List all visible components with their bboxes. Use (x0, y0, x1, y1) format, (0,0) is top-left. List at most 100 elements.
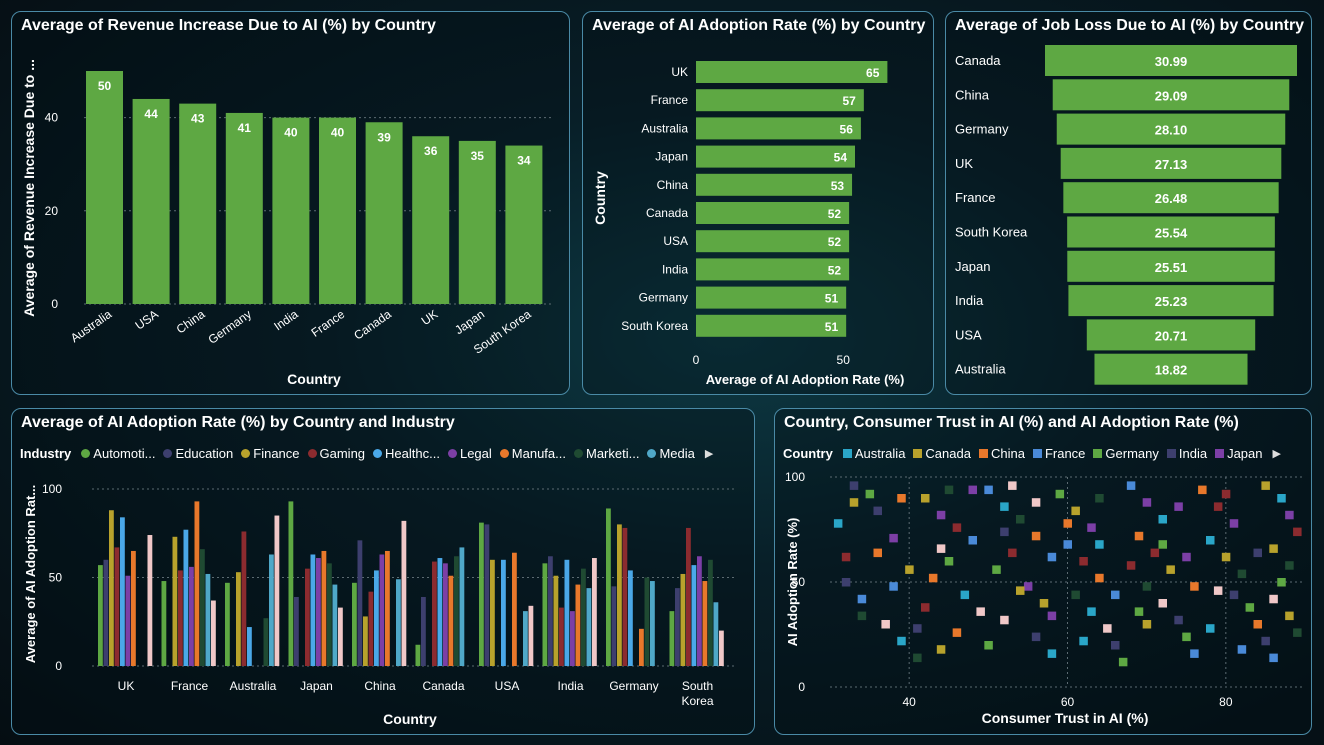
legend-item[interactable]: Education (163, 446, 233, 461)
data-label: 29.09 (1155, 88, 1188, 103)
scatter-point (913, 624, 922, 633)
scatter-point (1079, 636, 1088, 646)
bar (523, 611, 528, 666)
scatter-point (841, 552, 851, 562)
x-tick-label: India (271, 307, 301, 334)
funnel-bar (1067, 216, 1275, 248)
legend-swatch (307, 449, 317, 458)
bar (575, 584, 581, 666)
data-label: 57 (842, 94, 856, 108)
bar (172, 536, 178, 666)
bar (319, 117, 356, 304)
legend-swatch (647, 449, 657, 458)
scatter-point (1008, 548, 1017, 558)
scatter-point (1269, 594, 1278, 604)
bar (379, 554, 385, 666)
scatter-point (889, 582, 898, 591)
data-label: 43 (191, 112, 205, 126)
data-label: 52 (828, 207, 842, 221)
legend-item[interactable]: Media (647, 446, 695, 461)
bar (437, 558, 443, 666)
bar (696, 230, 850, 253)
scatter-point (1000, 615, 1009, 625)
bar (316, 558, 321, 666)
scatter-point (1031, 531, 1041, 541)
legend-item[interactable]: Automoti... (81, 446, 155, 461)
legend-item[interactable]: Germany (1093, 446, 1159, 461)
bar (421, 596, 426, 666)
legend-item[interactable]: Finance (241, 446, 300, 461)
legend-swatch (373, 449, 383, 458)
bar (236, 572, 241, 666)
scatter-point (1221, 489, 1231, 499)
scatter-point (921, 494, 930, 503)
legend-item[interactable]: Healthc... (373, 446, 440, 461)
scatter-point (952, 523, 962, 532)
bar (179, 103, 217, 305)
legend-item[interactable]: China (978, 446, 1025, 461)
scatter-point (1293, 628, 1302, 637)
x-tick-label: UK (118, 679, 135, 693)
legend-item[interactable]: France (1032, 446, 1085, 461)
category-label: France (955, 190, 995, 205)
data-label: 51 (825, 292, 839, 306)
country-legend-title: Country (783, 446, 833, 461)
legend-item[interactable]: Canada (913, 446, 971, 461)
legend-item[interactable]: Legal (447, 446, 492, 461)
y-tick-label: 100 (785, 470, 805, 484)
legend-swatch (573, 449, 583, 458)
data-label: 54 (834, 151, 848, 165)
scatter-point (1095, 494, 1104, 503)
legend-item[interactable]: Marketi... (573, 446, 640, 461)
bar (696, 61, 888, 83)
scatter-point (1253, 548, 1262, 558)
scatter-point (1269, 653, 1278, 663)
y-tick-label: Germany (639, 291, 688, 305)
bar (368, 591, 374, 666)
y-tick-label: 50 (792, 575, 806, 589)
scatter-point (1095, 540, 1104, 549)
bar (708, 559, 713, 666)
y-tick-label: India (662, 262, 688, 276)
data-label: 40 (284, 126, 298, 140)
legend-item[interactable]: India (1166, 446, 1207, 461)
bar (454, 556, 459, 666)
legend-item[interactable]: Japan (1215, 446, 1263, 461)
scatter-point (1190, 649, 1199, 658)
y-tick-label: 40 (45, 111, 59, 125)
bar (263, 618, 269, 666)
funnel-bar (1052, 79, 1290, 111)
data-label: 56 (840, 122, 854, 136)
bar (288, 501, 294, 666)
y-tick-label: 100 (42, 482, 62, 496)
category-label: Australia (955, 362, 1006, 377)
data-label: 65 (866, 66, 880, 80)
bar (512, 552, 517, 666)
bar (363, 616, 368, 666)
bar (696, 286, 847, 309)
scatter-point (1000, 527, 1009, 537)
bar (559, 607, 564, 666)
scatter-point (1111, 641, 1120, 650)
bar (686, 527, 691, 666)
bar (161, 581, 167, 666)
bar (205, 573, 211, 666)
bar (401, 520, 407, 666)
legend-label: Marketi... (585, 446, 640, 461)
scatter-point (1063, 519, 1072, 528)
legend-label: Education (175, 446, 234, 461)
legend-item[interactable]: Manufa... (499, 446, 566, 461)
legend-item[interactable]: Gaming (307, 446, 365, 461)
industry-chart-panel: Average of AI Adoption Rate (%) by Count… (11, 408, 755, 735)
bar (310, 554, 316, 666)
scatter-point (1111, 590, 1120, 600)
x-tick-label: France (171, 679, 209, 693)
x-tick-label: Germany (609, 679, 658, 693)
y-tick-label: Australia (641, 121, 688, 135)
legend-next-arrow-icon[interactable]: ▶ (1272, 448, 1281, 460)
x-tick-label: India (557, 679, 583, 693)
legend-next-arrow-icon[interactable]: ▶ (704, 448, 714, 460)
legend-item[interactable]: Australia (842, 446, 905, 461)
scatter-point (1206, 536, 1215, 545)
x-tick-label: 40 (902, 695, 916, 709)
